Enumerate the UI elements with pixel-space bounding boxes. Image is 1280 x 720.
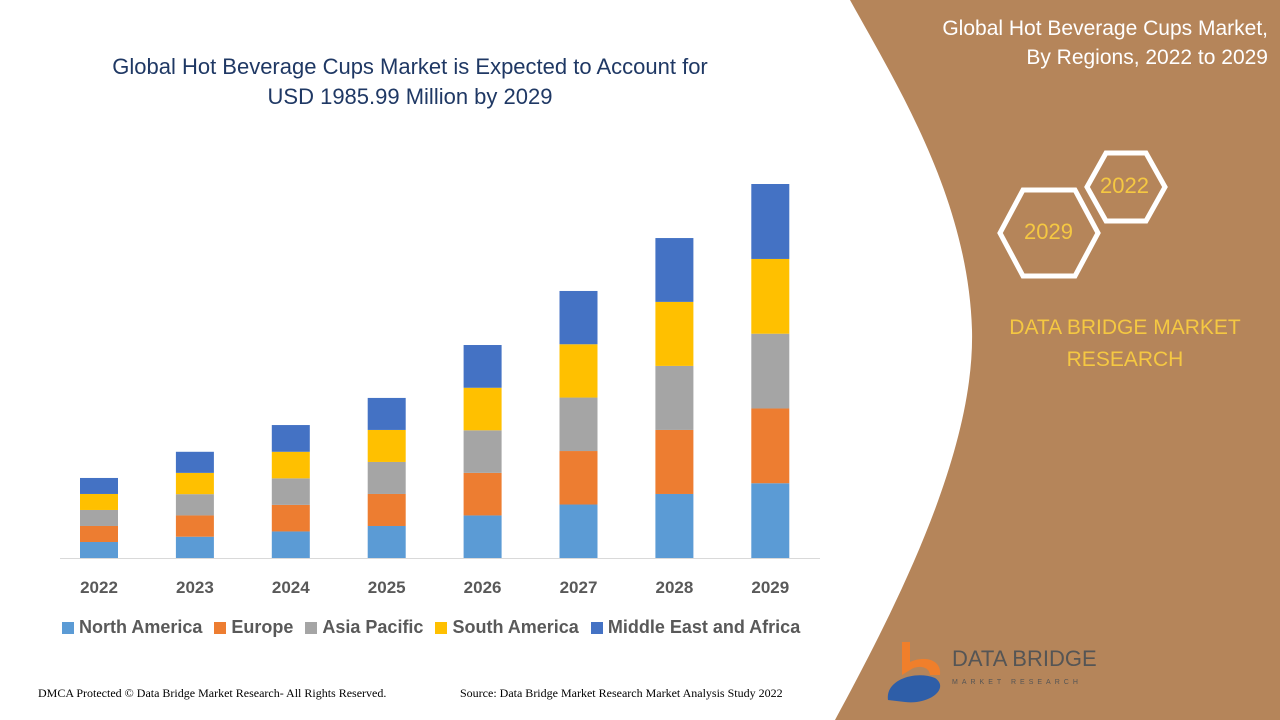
bar-segment-2025-south-america: [367, 429, 406, 462]
hexagon-2029: [997, 187, 1101, 279]
bar-segment-2024-asia-pacific: [271, 478, 310, 505]
bar-segment-2024-europe: [271, 504, 310, 532]
x-tick-label: 2023: [176, 578, 214, 597]
legend-item: Europe: [214, 617, 293, 638]
legend-swatch: [305, 621, 318, 634]
bar-segment-2027-north-america: [559, 504, 598, 558]
chart-legend: North America Europe Asia Pacific South Ame…: [62, 617, 800, 638]
x-tick-label: 2029: [751, 578, 789, 597]
brand-line-1: DATA BRIDGE MARKET: [1009, 316, 1241, 339]
bar-segment-2025-europe: [367, 493, 406, 526]
hexagon-2022: [1084, 150, 1168, 224]
brand-line-2: RESEARCH: [1066, 348, 1184, 371]
hex-label-end: 2029: [1024, 219, 1073, 244]
stacked-bar-chart: 2022 2023 2024 2025 2026 2027 2028 2029: [60, 184, 820, 597]
bar-segment-2022-asia-pacific: [80, 509, 118, 526]
bar-segment-2026-middle-east-and-africa: [463, 345, 502, 388]
legend-item: South America: [435, 617, 579, 638]
bar-segment-2028-south-america: [655, 301, 694, 366]
side-title-line-2: By Regions, 2022 to 2029: [1026, 46, 1268, 69]
bar-segment-2028-middle-east-and-africa: [655, 238, 694, 302]
bar-segment-2029-middle-east-and-africa: [751, 184, 790, 259]
bar-segment-2029-europe: [751, 408, 790, 484]
x-tick-label: 2027: [560, 578, 598, 597]
legend-swatch: [214, 621, 227, 634]
title-line-2: USD 1985.99 Million by 2029: [267, 84, 553, 109]
bar-segment-2027-south-america: [559, 344, 598, 398]
bar-segment-2023-south-america: [175, 472, 214, 495]
bar-segment-2022-south-america: [80, 493, 118, 510]
bar-segment-2023-middle-east-and-africa: [175, 451, 214, 473]
bar-segment-2022-middle-east-and-africa: [80, 477, 118, 494]
bar-segment-2024-north-america: [271, 531, 310, 558]
bar-segment-2026-north-america: [463, 515, 502, 558]
bar-segment-2022-europe: [80, 525, 118, 542]
hex-label-start: 2022: [1100, 173, 1149, 198]
bar-segment-2028-north-america: [655, 493, 694, 558]
bar-segment-2026-asia-pacific: [463, 430, 502, 473]
x-tick-label: 2026: [464, 578, 502, 597]
legend-swatch: [590, 621, 603, 634]
legend-label: North America: [79, 617, 203, 637]
bar-segment-2028-europe: [655, 429, 694, 494]
logo-text: DATA BRIDGE: [952, 646, 1097, 671]
bar-segment-2023-europe: [175, 515, 214, 537]
legend-swatch: [435, 621, 448, 634]
legend-label: Europe: [231, 617, 294, 637]
bar-segment-2028-asia-pacific: [655, 365, 694, 430]
bar-segment-2027-europe: [559, 451, 598, 505]
legend-swatch: [62, 621, 74, 634]
x-tick-label: 2024: [272, 578, 310, 597]
x-tick-label: 2028: [655, 578, 693, 597]
x-tick-label: 2022: [80, 578, 118, 597]
bar-segment-2029-asia-pacific: [751, 333, 790, 409]
legend-label: Middle East and Africa: [607, 617, 801, 637]
side-title-line-1: Global Hot Beverage Cups Market,: [942, 17, 1268, 40]
bar-segment-2025-north-america: [367, 525, 406, 558]
logo-subtext: MARKET RESEARCH: [952, 679, 1082, 686]
bar-segment-2026-south-america: [463, 387, 502, 431]
title-line-1: Global Hot Beverage Cups Market is Expec…: [112, 54, 708, 79]
side-panel-title: Global Hot Beverage Cups Market, By Regi…: [848, 14, 1268, 72]
chart-title: Global Hot Beverage Cups Market is Expec…: [60, 52, 760, 112]
bar-segment-2029-south-america: [751, 258, 790, 334]
bar-segment-2025-middle-east-and-africa: [367, 397, 406, 430]
bar-segment-2024-south-america: [271, 451, 310, 479]
legend-item: Asia Pacific: [305, 617, 423, 638]
side-panel: [835, 0, 1280, 720]
bar-segment-2025-asia-pacific: [367, 461, 406, 494]
copyright-notice: DMCA Protected © Data Bridge Market Rese…: [38, 686, 387, 700]
bar-segment-2024-middle-east-and-africa: [271, 425, 310, 452]
legend-item: North America: [62, 617, 202, 638]
legend-label: South America: [452, 617, 579, 637]
legend-label: Asia Pacific: [322, 617, 424, 637]
brand-name: DATA BRIDGE MARKET RESEARCH: [975, 312, 1275, 376]
logo-icon: [887, 642, 941, 703]
bar-segment-2023-asia-pacific: [175, 494, 214, 516]
x-tick-label: 2025: [368, 578, 406, 597]
bar-segment-2027-middle-east-and-africa: [559, 290, 598, 345]
bar-segment-2027-asia-pacific: [559, 397, 598, 452]
bar-segment-2022-north-america: [80, 541, 118, 558]
source-note: Source: Data Bridge Market Research Mark…: [460, 686, 783, 700]
legend-item: Middle East and Africa: [590, 617, 801, 638]
bar-segment-2029-north-america: [751, 483, 790, 558]
bar-segment-2026-europe: [463, 472, 502, 516]
bar-segment-2023-north-america: [175, 536, 214, 558]
